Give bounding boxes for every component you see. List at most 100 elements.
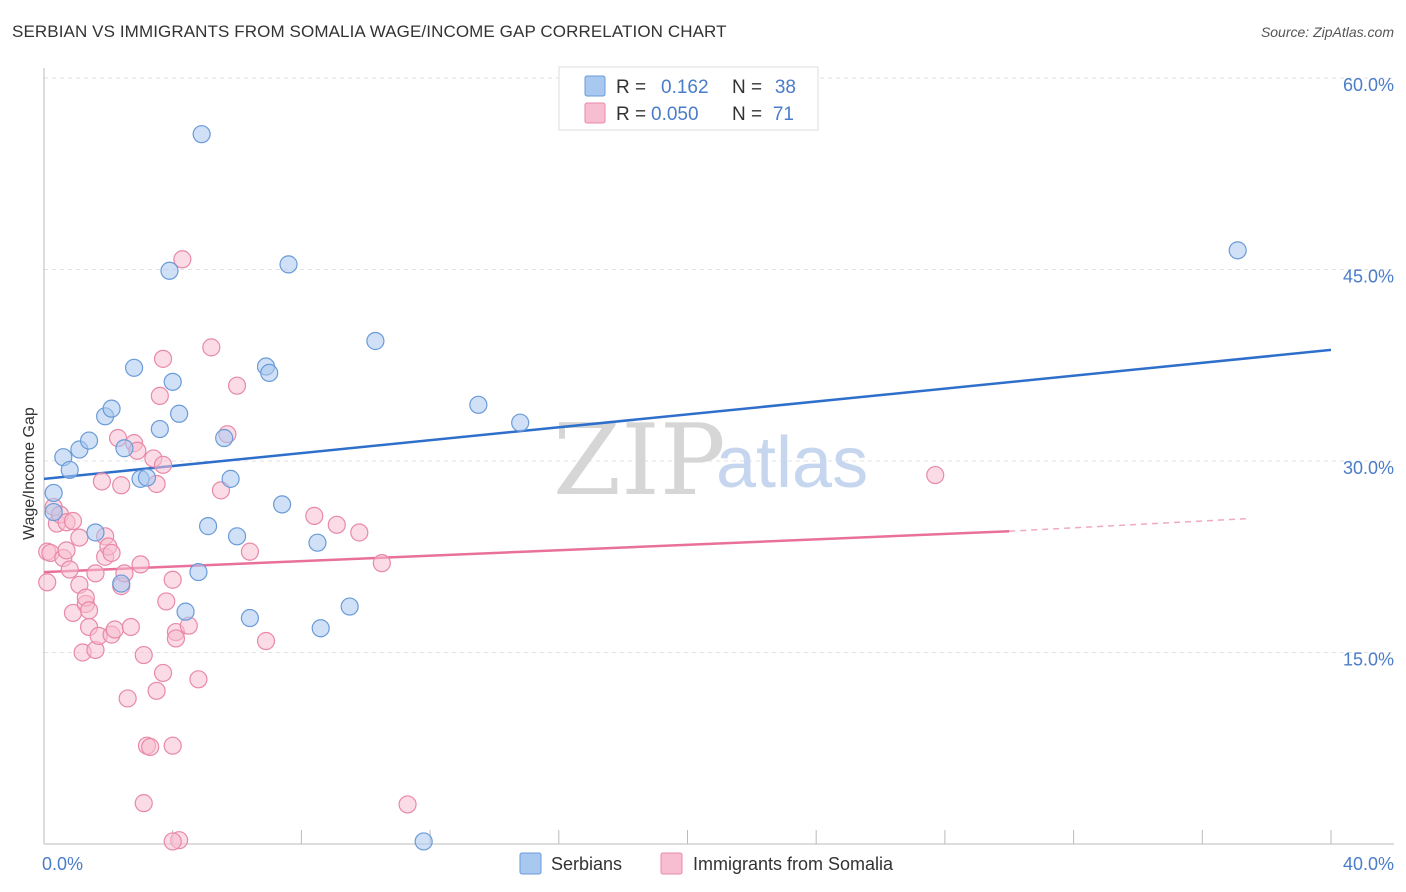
serbians-point (192, 125, 211, 144)
serbians-point (511, 413, 530, 432)
correlation-legend: R = 0.162 N = 38 R = 0.050 N = 71 (558, 66, 819, 131)
somalia-point (153, 663, 173, 683)
serbians-point (86, 523, 105, 542)
somalia-trend-line (43, 529, 1010, 574)
serbians-point (240, 608, 260, 628)
somalia-point (70, 528, 89, 547)
somalia-point (166, 629, 186, 648)
serbians-point (340, 597, 359, 616)
somalia-point (86, 564, 105, 583)
somalia-point (102, 543, 121, 563)
y-tick-label: 60.0% (1343, 75, 1394, 95)
data-points (38, 125, 1247, 851)
somalia-point (118, 689, 137, 708)
legend-n-label: N = (732, 77, 762, 98)
serbians-point (1228, 241, 1247, 260)
legend-n-value: 38 (775, 77, 796, 98)
serbians-point (279, 255, 298, 274)
serbians-point (176, 602, 195, 621)
serbians-point (79, 431, 99, 450)
somalia-trend-extension (1009, 517, 1251, 532)
somalia-point (163, 570, 182, 589)
somalia-point (92, 472, 112, 491)
series-legend: Serbians Immigrants from Somalia (519, 852, 894, 875)
somalia-point (350, 523, 369, 542)
legend-n-value: 71 (773, 104, 794, 125)
legend-r-label: R = (616, 77, 646, 98)
legend-swatch-somalia (584, 102, 606, 124)
serbians-point (311, 619, 330, 638)
serbians-point (189, 562, 208, 582)
somalia-point (227, 376, 247, 395)
somalia-point (79, 601, 99, 620)
serbians-point (160, 261, 179, 280)
x-tick-label: 0.0% (42, 854, 83, 874)
somalia-point (134, 645, 153, 665)
somalia-point (153, 455, 173, 474)
somalia-point (398, 795, 417, 814)
serbians-point (414, 832, 433, 851)
somalia-point (112, 476, 131, 495)
serbians-point (150, 419, 169, 439)
legend-label-somalia: Immigrants from Somalia (693, 854, 894, 874)
somalia-point (38, 573, 57, 592)
serbians-point (366, 331, 385, 351)
serbians-point (272, 495, 292, 514)
somalia-point (131, 555, 150, 574)
serbians-point (221, 469, 240, 488)
y-axis-label: Wage/Income Gap (21, 407, 38, 540)
somalia-point (926, 465, 945, 485)
serbians-point (137, 468, 157, 487)
serbians-point (112, 574, 131, 593)
y-tick-label: 15.0% (1343, 650, 1394, 670)
legend-swatch-serbians (584, 75, 606, 97)
trend-lines (43, 348, 1332, 574)
serbians-point (44, 483, 63, 503)
serbians-point (227, 527, 247, 546)
legend-r-value: 0.050 (651, 104, 699, 125)
somalia-point (153, 349, 173, 368)
somalia-point (189, 670, 208, 689)
somalia-point (305, 506, 324, 525)
serbians-point (44, 502, 63, 522)
legend-swatch-somalia (660, 852, 683, 875)
somalia-point (173, 250, 192, 269)
serbians-point (60, 460, 79, 480)
legend-swatch-serbians (519, 852, 542, 875)
y-tick-labels: 15.0% 30.0% 45.0% 60.0% (1343, 75, 1394, 670)
serbians-point (215, 428, 234, 448)
watermark-atlas: atlas (716, 423, 868, 503)
somalia-point (57, 541, 76, 560)
serbians-trend-line (43, 348, 1332, 481)
somalia-point (240, 542, 260, 561)
grid (44, 77, 1394, 653)
somalia-point (163, 736, 182, 755)
somalia-point (372, 554, 391, 573)
serbians-point (102, 399, 121, 418)
chart-title: SERBIAN VS IMMIGRANTS FROM SOMALIA WAGE/… (12, 22, 727, 41)
serbians-point (308, 533, 327, 552)
serbians-point (260, 363, 279, 383)
legend-n-label: N = (732, 104, 762, 125)
somalia-point (202, 338, 221, 357)
watermark: ZIP atlas (553, 404, 868, 518)
legend-r-value: 0.162 (661, 77, 709, 98)
watermark-zip: ZIP (553, 404, 726, 518)
somalia-point (327, 515, 346, 534)
y-tick-label: 30.0% (1343, 458, 1394, 478)
source-label: Source: ZipAtlas.com (1260, 24, 1394, 40)
serbians-point (170, 404, 189, 423)
somalia-point (63, 511, 83, 531)
legend-r-label: R = (616, 104, 646, 125)
serbians-point (469, 395, 488, 414)
somalia-point (157, 592, 176, 611)
somalia-point (147, 681, 166, 700)
somalia-point (121, 617, 140, 637)
somalia-point (256, 631, 276, 651)
serbians-point (124, 358, 144, 377)
serbians-point (163, 372, 182, 391)
somalia-point (163, 832, 182, 851)
somalia-point (150, 386, 169, 405)
somalia-point (134, 794, 153, 813)
